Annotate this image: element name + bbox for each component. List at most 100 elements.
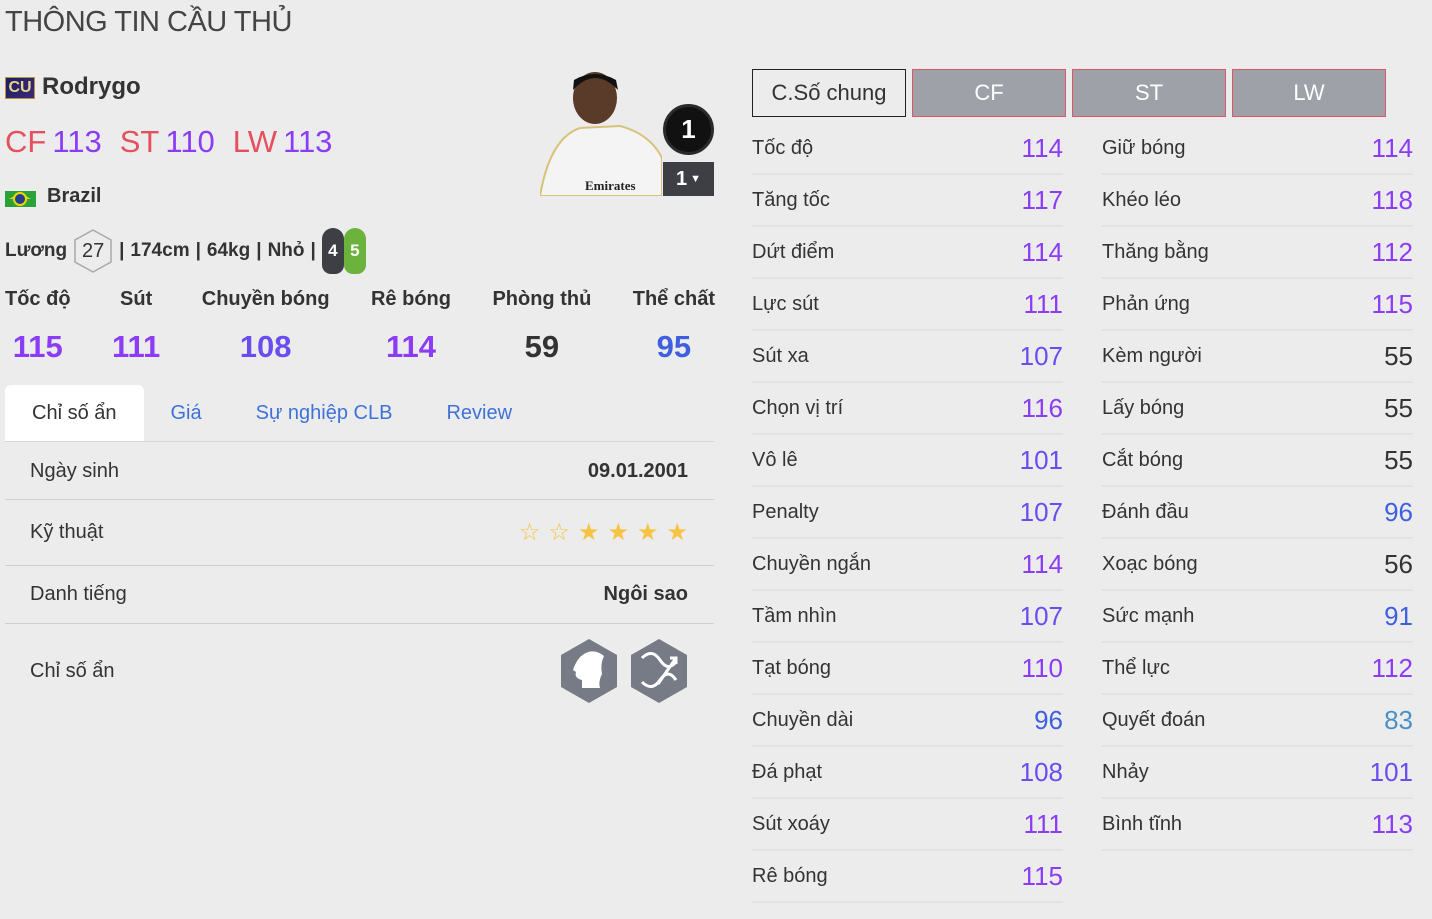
stat-value: 111 (1023, 808, 1063, 839)
stat-value: 117 (1021, 184, 1063, 215)
stat-row: Tạt bóng 110 (752, 643, 1063, 695)
category-4: Phòng thủ 59 (492, 288, 591, 365)
stat-row: Lấy bóng 55 (1102, 383, 1413, 435)
page-title: THÔNG TIN CẦU THỦ (5, 6, 292, 38)
stat-label: Tầm nhìn (752, 604, 837, 627)
stat-value: 115 (1371, 288, 1413, 319)
stat-label: Kèm người (1102, 344, 1202, 367)
stat-row: Khéo léo 118 (1102, 175, 1413, 227)
category-value: 114 (385, 329, 436, 364)
stat-label: Khéo léo (1102, 188, 1181, 211)
stat-label: Giữ bóng (1102, 136, 1186, 159)
stat-value: 107 (1019, 340, 1063, 371)
strong-foot: 5 (343, 228, 366, 274)
salary-badge: 27 (73, 229, 113, 273)
position-name: CF (5, 124, 47, 159)
star-head-icon[interactable] (560, 638, 618, 704)
stat-row: Giữ bóng 114 (1102, 123, 1413, 175)
position-name: LW (232, 124, 277, 159)
stat-value: 114 (1021, 236, 1063, 267)
skill-label: Kỹ thuật (30, 521, 104, 543)
stat-value: 115 (1021, 860, 1063, 891)
stat-row: Bình tĩnh 113 (1102, 799, 1413, 851)
stats-column-1: Tốc độ 114 Tăng tốc 117 Dứt điểm 114 Lực sút 11… (752, 123, 1063, 903)
stat-label: Lấy bóng (1102, 396, 1185, 419)
stat-label: Chuyền ngắn (752, 552, 871, 575)
stat-row: Nhảy 101 (1102, 747, 1413, 799)
category-label: Rê bóng (370, 288, 451, 310)
stat-label: Tốc độ (752, 136, 814, 159)
category-value: 59 (524, 329, 560, 364)
position-rating: ST 110 (120, 124, 215, 160)
stat-label: Sức mạnh (1102, 604, 1195, 627)
stat-label: Dứt điểm (752, 240, 835, 263)
tab-general-stats[interactable]: C.Số chung (752, 69, 906, 117)
stat-row: Sút xa 107 (752, 331, 1063, 383)
category-value: 115 (12, 329, 63, 364)
tab-st[interactable]: ST (1072, 69, 1226, 117)
stat-label: Thăng bằng (1102, 240, 1209, 263)
season-badge: CU (5, 77, 35, 99)
weight: 64kg (206, 240, 251, 261)
stat-label: Đá phạt (752, 760, 823, 783)
star-filled-icon: ★ (666, 519, 688, 546)
tab-club-career[interactable]: Sự nghiệp CLB (255, 402, 393, 424)
stat-row: Tốc độ 114 (752, 123, 1063, 175)
stat-label: Sút xa (752, 344, 809, 367)
stats-column-2: Giữ bóng 114 Khéo léo 118 Thăng bằng 112 Phản … (1102, 123, 1413, 851)
player-name: Rodrygo (42, 73, 141, 100)
stat-value: 114 (1021, 132, 1063, 163)
stat-label: Chuyền dài (752, 708, 854, 731)
stat-label: Tạt bóng (752, 656, 831, 679)
birth-value: 09.01.2001 (587, 459, 688, 482)
salary-label: Lương (5, 240, 68, 261)
tab-review[interactable]: Review (446, 402, 513, 424)
stat-value: 112 (1371, 236, 1413, 267)
stat-row: Chuyền ngắn 114 (752, 539, 1063, 591)
rank-badge: 1 (663, 104, 714, 155)
stat-row: Sức mạnh 91 (1102, 591, 1413, 643)
category-5: Thể chất 95 (633, 288, 715, 365)
position-ratings: CF 113 ST 110 LW 113 (5, 124, 332, 160)
stat-row: Lực sút 111 (752, 279, 1063, 331)
stat-label: Bình tĩnh (1102, 812, 1183, 835)
star-empty-icon: ☆ (548, 519, 570, 546)
stat-label: Chọn vị trí (752, 396, 844, 419)
stat-row: Chọn vị trí 116 (752, 383, 1063, 435)
tab-lw[interactable]: LW (1232, 69, 1386, 117)
stat-row: Đá phạt 108 (752, 747, 1063, 799)
tab-price[interactable]: Giá (170, 402, 202, 424)
category-label: Phòng thủ (492, 288, 592, 310)
dribble-path-icon[interactable] (630, 638, 688, 704)
stat-row: Thể lực 112 (1102, 643, 1413, 695)
tab-cf[interactable]: CF (912, 69, 1066, 117)
stat-row: Phản ứng 115 (1102, 279, 1413, 331)
height: 174cm (130, 240, 190, 261)
category-3: Rê bóng 114 (371, 288, 451, 365)
stat-value: 55 (1384, 392, 1413, 423)
stat-value: 114 (1021, 548, 1063, 579)
stat-value: 108 (1019, 756, 1063, 787)
category-summary: Tốc độ 115 Sút 111 Chuyền bóng 108 Rê bóng 114 P… (5, 288, 715, 365)
stat-value: 101 (1369, 756, 1413, 787)
position-ovr: 110 (165, 124, 215, 159)
detail-tabs: Chỉ số ẩn Giá Sự nghiệp CLB Review (5, 385, 714, 442)
stat-value: 96 (1384, 496, 1413, 527)
skill-row: Kỹ thuật ☆ ☆ ★ ★ ★ ★ (5, 500, 714, 566)
fame-value: Ngôi sao (603, 583, 688, 605)
stat-value: 55 (1384, 444, 1413, 475)
category-label: Tốc độ (5, 288, 71, 310)
category-1: Sút 111 (112, 288, 160, 365)
salary-value: 27 (81, 239, 105, 262)
tab-hidden-stats[interactable]: Chỉ số ẩn (5, 385, 144, 441)
position-name: ST (119, 124, 160, 159)
upgrade-level-dropdown[interactable]: 1 ▼ (663, 162, 714, 196)
weak-foot: 4 (321, 228, 344, 274)
position-rating: LW 113 (233, 124, 333, 160)
category-label: Chuyền bóng (201, 288, 330, 310)
stat-label: Xoạc bóng (1102, 552, 1198, 575)
fame-row: Danh tiếng Ngôi sao (5, 566, 714, 624)
stat-label: Tăng tốc (752, 188, 830, 211)
position-rating: CF 113 (5, 124, 102, 160)
